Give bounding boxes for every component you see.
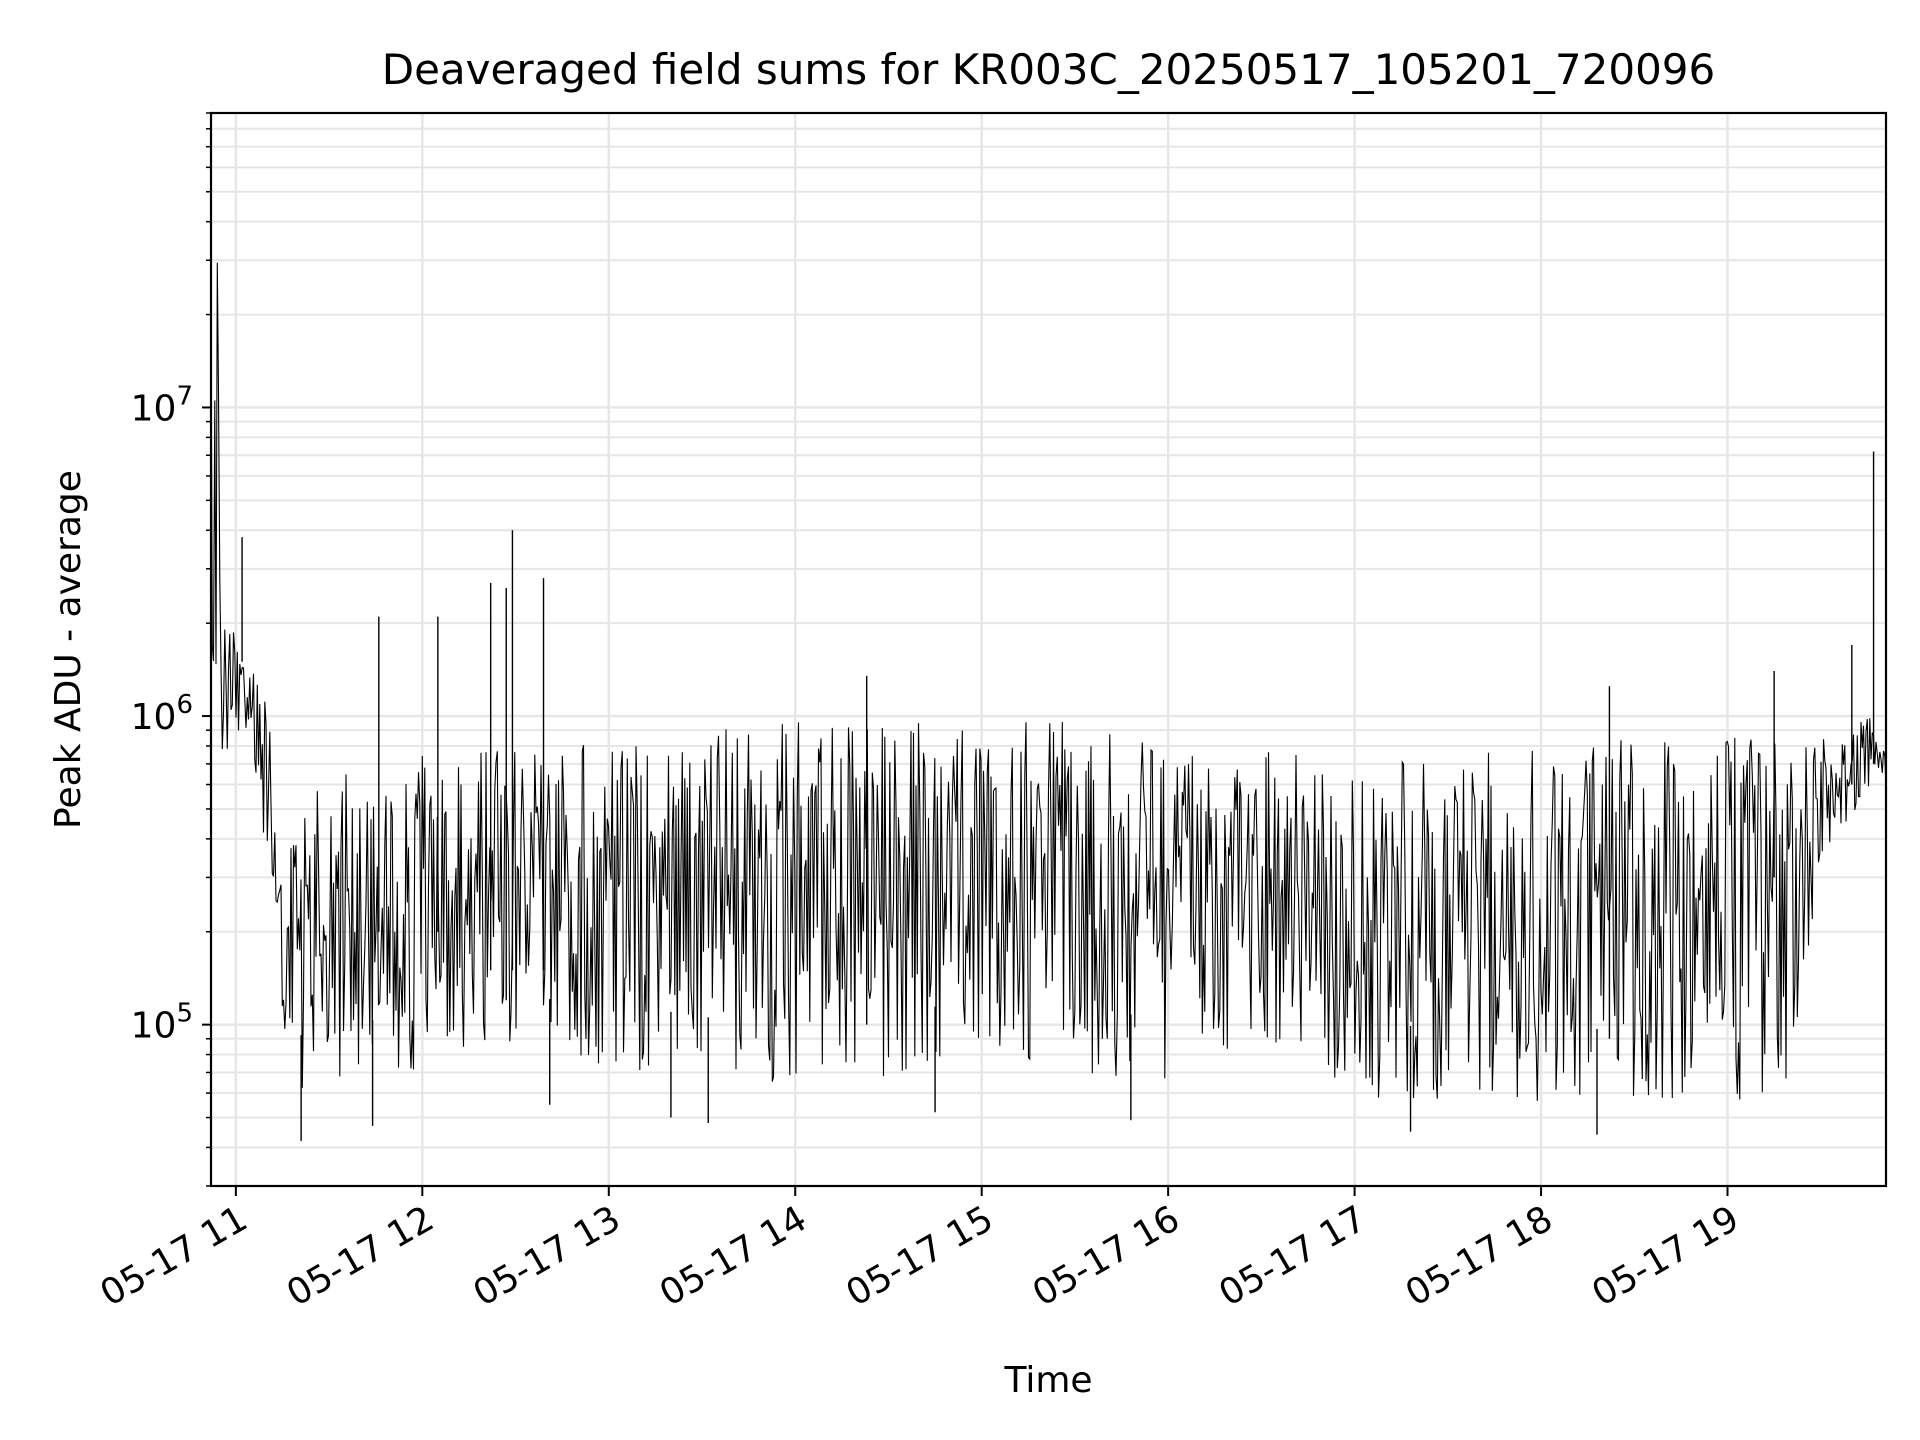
y-tick-label: 106 [131,690,193,738]
y-axis-label: Peak ADU - average [48,470,89,829]
plot-frame [209,111,1888,1188]
data-series [210,262,1887,1141]
chart-title: Deaveraged field sums for KR003C_2025051… [382,45,1716,94]
x-axis-label: Time [1003,1360,1092,1401]
y-tick-label: 107 [131,381,193,429]
y-tick-label: 105 [131,999,193,1047]
